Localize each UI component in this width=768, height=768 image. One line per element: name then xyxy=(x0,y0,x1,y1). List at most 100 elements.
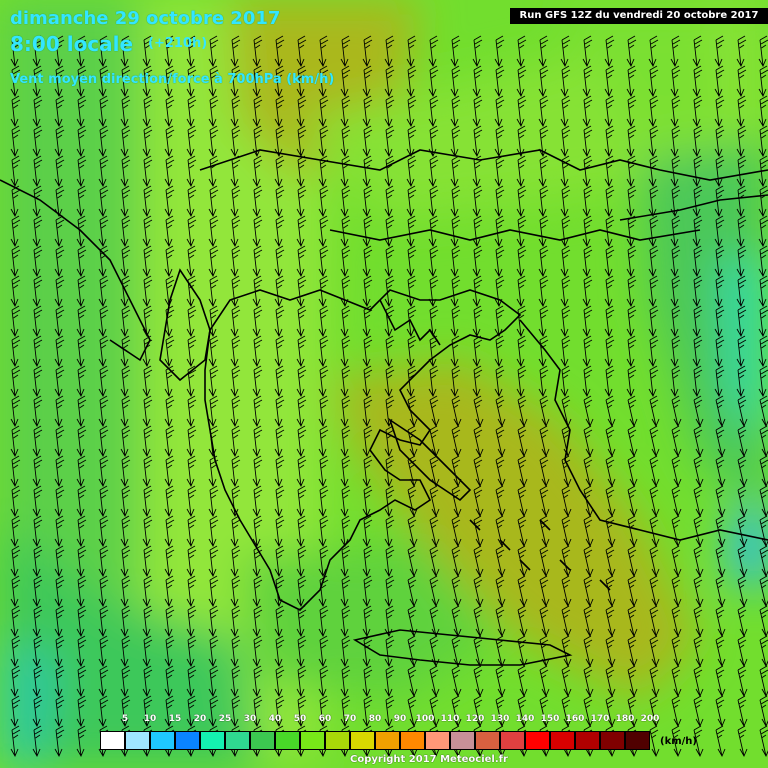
wind-barb xyxy=(318,335,329,368)
wind-barb xyxy=(693,545,704,578)
wind-barb xyxy=(670,275,681,308)
wind-barb xyxy=(208,575,219,608)
wind-barb xyxy=(604,35,615,68)
wind-barb xyxy=(230,545,241,578)
wind-barb xyxy=(142,575,153,608)
wind-barb xyxy=(186,125,197,158)
wind-barb xyxy=(54,95,65,128)
wind-barb xyxy=(340,365,351,398)
wind-barb xyxy=(274,425,285,458)
wind-barb xyxy=(384,365,395,398)
wind-barb xyxy=(517,515,528,548)
wind-barb xyxy=(208,455,219,488)
legend-tick-label: 50 xyxy=(293,714,307,724)
wind-barb xyxy=(186,575,197,608)
wind-barb xyxy=(252,35,263,68)
wind-barb xyxy=(362,485,373,518)
wind-barb xyxy=(186,65,197,98)
wind-barb xyxy=(252,635,263,668)
wind-barb xyxy=(318,395,329,428)
legend-swatch xyxy=(500,731,525,750)
wind-barb xyxy=(76,545,87,578)
chalkidiki-outline xyxy=(379,299,441,346)
wind-barb xyxy=(539,425,550,458)
wind-barb xyxy=(208,485,219,518)
wind-barb xyxy=(252,575,263,608)
wind-barb xyxy=(560,245,571,278)
wind-barb xyxy=(583,665,594,698)
wind-barb xyxy=(32,695,43,728)
wind-barb xyxy=(362,605,373,638)
wind-barb xyxy=(450,125,461,158)
wind-barb xyxy=(296,635,307,668)
wind-barb xyxy=(516,365,527,398)
legend-tick-label: 20 xyxy=(193,714,207,724)
wind-barb xyxy=(450,305,461,338)
wind-barb xyxy=(120,605,131,638)
wind-barb xyxy=(164,575,175,608)
wind-barb xyxy=(495,455,506,488)
wind-barb xyxy=(494,95,505,128)
wind-barb xyxy=(54,665,65,698)
wind-barb xyxy=(384,455,395,488)
wind-barb xyxy=(759,515,768,548)
wind-barb xyxy=(627,455,638,488)
wind-barb xyxy=(473,515,484,548)
wind-barb xyxy=(186,365,197,398)
wind-barb xyxy=(318,95,329,128)
legend-swatch xyxy=(350,731,375,750)
wind-barb xyxy=(32,725,43,758)
wind-barb xyxy=(230,425,241,458)
wind-barb xyxy=(538,185,549,218)
wind-barb xyxy=(736,335,747,368)
wind-barb xyxy=(208,695,219,728)
wind-barb xyxy=(98,395,109,428)
wind-barb xyxy=(98,635,109,668)
wind-barb xyxy=(495,605,506,638)
wind-barb xyxy=(120,305,131,338)
wind-barb xyxy=(671,395,682,428)
wind-barb xyxy=(186,155,197,188)
wind-barb xyxy=(627,635,638,668)
wind-barb xyxy=(670,335,681,368)
wind-barb xyxy=(252,395,263,428)
wind-barb xyxy=(384,545,395,578)
wind-barb xyxy=(164,605,175,638)
wind-barb xyxy=(54,635,65,668)
legend-tick-label: 70 xyxy=(343,714,357,724)
wind-barb xyxy=(451,635,462,668)
wind-barb xyxy=(120,95,131,128)
wind-barb xyxy=(76,485,87,518)
wind-barb xyxy=(516,65,527,98)
wind-barb xyxy=(494,65,505,98)
wind-barb xyxy=(539,485,550,518)
wind-barb xyxy=(296,455,307,488)
wind-barb xyxy=(186,185,197,218)
wind-barb xyxy=(186,335,197,368)
legend-tick-label: 10 xyxy=(143,714,157,724)
wind-barb xyxy=(10,635,21,668)
legend-tick-label: 60 xyxy=(318,714,332,724)
wind-barb xyxy=(759,425,768,458)
wind-barb xyxy=(54,335,65,368)
wind-barb xyxy=(384,125,395,158)
wind-barb xyxy=(54,245,65,278)
wind-barb xyxy=(296,65,307,98)
wind-barb xyxy=(252,455,263,488)
wind-barb xyxy=(406,305,417,338)
wind-barb xyxy=(76,65,87,98)
legend-swatch xyxy=(525,731,550,750)
wind-barb xyxy=(76,335,87,368)
wind-barb xyxy=(230,605,241,638)
wind-barb xyxy=(692,185,703,218)
wind-barb xyxy=(274,65,285,98)
wind-barb xyxy=(648,185,659,218)
wind-barb xyxy=(473,455,484,488)
wind-barb xyxy=(120,365,131,398)
legend-tick-label: 90 xyxy=(393,714,407,724)
wind-barb xyxy=(429,665,440,698)
wind-barb xyxy=(494,245,505,278)
wind-barb xyxy=(142,245,153,278)
wind-barb xyxy=(648,245,659,278)
wind-barb xyxy=(340,425,351,458)
